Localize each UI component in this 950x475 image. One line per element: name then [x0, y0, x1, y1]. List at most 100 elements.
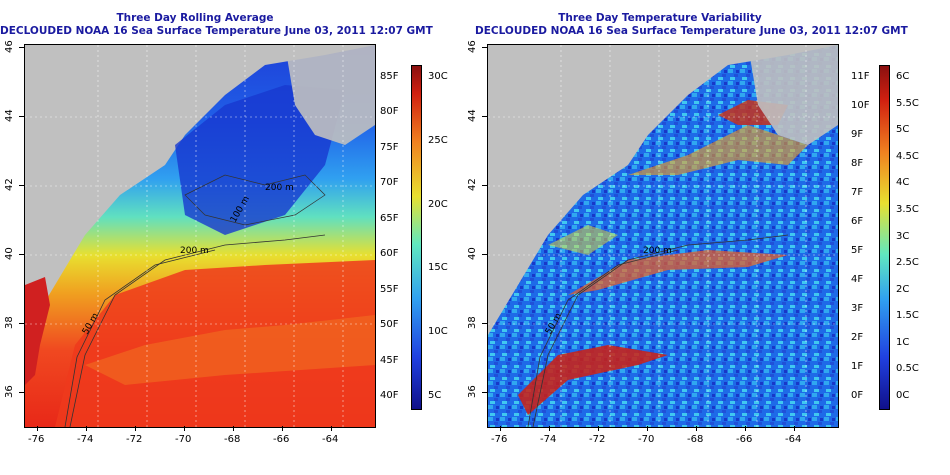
- colorbar-f-label: 2F: [851, 332, 864, 343]
- y-tick-label: 38: [4, 316, 15, 329]
- right-colorbar: [879, 65, 890, 410]
- x-tick-label: -72: [126, 434, 143, 445]
- left-map-image: 200 m 50 m 200 m 100 m: [25, 45, 375, 427]
- colorbar-f-label: 5F: [851, 245, 864, 256]
- colorbar-c-label: 1C: [896, 336, 910, 348]
- colorbar-f-label: 7F: [851, 187, 864, 198]
- colorbar-f-label: 0F: [851, 390, 864, 401]
- colorbar-f-label: 10F: [851, 100, 870, 111]
- colorbar-c-label: 0.5C: [896, 363, 919, 375]
- right-panel: Three Day Temperature Variability DECLOU…: [467, 0, 950, 475]
- colorbar-c-label: 1.5C: [896, 310, 919, 322]
- colorbar-f-label: 65F: [380, 212, 399, 224]
- y-tick-mark: [19, 392, 24, 393]
- colorbar-c-label: 10C: [428, 326, 448, 338]
- colorbar-c-label: 6C: [896, 71, 910, 82]
- colorbar-c-label: 4.5C: [896, 150, 919, 162]
- colorbar-f-label: 11F: [851, 71, 870, 82]
- colorbar-c-label: 2.5C: [896, 257, 919, 269]
- contour-label: 200 m: [180, 246, 209, 256]
- colorbar-c-label: 5C: [896, 124, 910, 136]
- colorbar-c-label: 15C: [428, 262, 448, 274]
- colorbar-c-label: 30C: [428, 71, 448, 82]
- colorbar-f-label: 40F: [380, 390, 399, 401]
- right-map-image: 200 m 50 m: [488, 45, 838, 427]
- y-tick-label: 40: [4, 247, 15, 260]
- y-tick-label: 42: [467, 178, 478, 191]
- right-map[interactable]: 200 m 50 m: [487, 44, 839, 428]
- x-tick-mark: [135, 426, 136, 431]
- x-tick-mark: [184, 426, 185, 431]
- y-tick-label: 42: [4, 178, 15, 191]
- left-title: Three Day Rolling Average: [116, 12, 274, 24]
- y-tick-label: 44: [4, 109, 15, 122]
- y-tick-mark: [482, 185, 487, 186]
- y-tick-mark: [19, 116, 24, 117]
- y-tick-label: 38: [467, 316, 478, 329]
- x-tick-label: -66: [273, 434, 290, 445]
- colorbar-f-label: 8F: [851, 158, 864, 169]
- colorbar-c-label: 4C: [896, 177, 910, 189]
- contour-label: 200 m: [265, 183, 294, 193]
- y-tick-mark: [482, 323, 487, 324]
- y-tick-label: 46: [467, 40, 478, 53]
- colorbar-f-label: 1F: [851, 361, 864, 372]
- x-tick-mark: [745, 426, 746, 431]
- x-tick-mark: [282, 426, 283, 431]
- x-tick-mark: [794, 426, 795, 431]
- y-tick-label: 46: [4, 40, 15, 53]
- x-tick-label: -64: [322, 434, 339, 445]
- colorbar-c-label: 20C: [428, 198, 448, 210]
- colorbar-f-label: 55F: [380, 283, 399, 295]
- colorbar-f-label: 75F: [380, 141, 399, 153]
- left-map[interactable]: 200 m 50 m 200 m 100 m: [24, 44, 376, 428]
- colorbar-f-label: 60F: [380, 248, 399, 260]
- x-tick-mark: [500, 426, 501, 431]
- colorbar-f-label: 50F: [380, 319, 399, 331]
- x-tick-mark: [331, 426, 332, 431]
- left-subtitle: DECLOUDED NOAA 16 Sea Surface Temperatur…: [0, 25, 433, 37]
- colorbar-f-label: 6F: [851, 216, 864, 227]
- x-tick-label: -70: [638, 434, 655, 445]
- colorbar-c-label: 2C: [896, 283, 910, 295]
- y-tick-mark: [19, 185, 24, 186]
- colorbar-f-label: 85F: [380, 71, 399, 82]
- x-tick-mark: [86, 426, 87, 431]
- colorbar-f-label: 80F: [380, 106, 399, 118]
- y-tick-mark: [482, 116, 487, 117]
- x-tick-label: -76: [491, 434, 508, 445]
- colorbar-f-label: 3F: [851, 303, 864, 314]
- colorbar-c-label: 3C: [896, 230, 910, 242]
- x-tick-label: -74: [77, 434, 94, 445]
- colorbar-c-label: 0C: [896, 390, 910, 401]
- colorbar-c-label: 3.5C: [896, 203, 919, 215]
- x-tick-mark: [598, 426, 599, 431]
- x-tick-label: -66: [736, 434, 753, 445]
- x-tick-label: -68: [224, 434, 241, 445]
- y-tick-label: 40: [467, 247, 478, 260]
- x-tick-mark: [233, 426, 234, 431]
- colorbar-c-label: 5.5C: [896, 97, 919, 109]
- colorbar-f-label: 4F: [851, 274, 864, 285]
- colorbar-f-label: 45F: [380, 354, 399, 366]
- y-tick-mark: [482, 254, 487, 255]
- x-tick-label: -76: [28, 434, 45, 445]
- right-title: Three Day Temperature Variability: [558, 12, 762, 24]
- colorbar-c-label: 5C: [428, 390, 442, 401]
- x-tick-mark: [696, 426, 697, 431]
- colorbar-f-label: 70F: [380, 177, 399, 189]
- contour-label: 200 m: [643, 246, 672, 256]
- x-tick-label: -64: [785, 434, 802, 445]
- y-tick-label: 36: [467, 385, 478, 398]
- y-tick-mark: [19, 254, 24, 255]
- y-tick-label: 36: [4, 385, 15, 398]
- x-tick-mark: [647, 426, 648, 431]
- y-tick-mark: [19, 47, 24, 48]
- x-tick-mark: [37, 426, 38, 431]
- left-colorbar: [411, 65, 422, 410]
- x-tick-label: -72: [589, 434, 606, 445]
- x-tick-label: -70: [175, 434, 192, 445]
- y-tick-mark: [482, 392, 487, 393]
- x-tick-mark: [549, 426, 550, 431]
- colorbar-f-label: 9F: [851, 129, 864, 140]
